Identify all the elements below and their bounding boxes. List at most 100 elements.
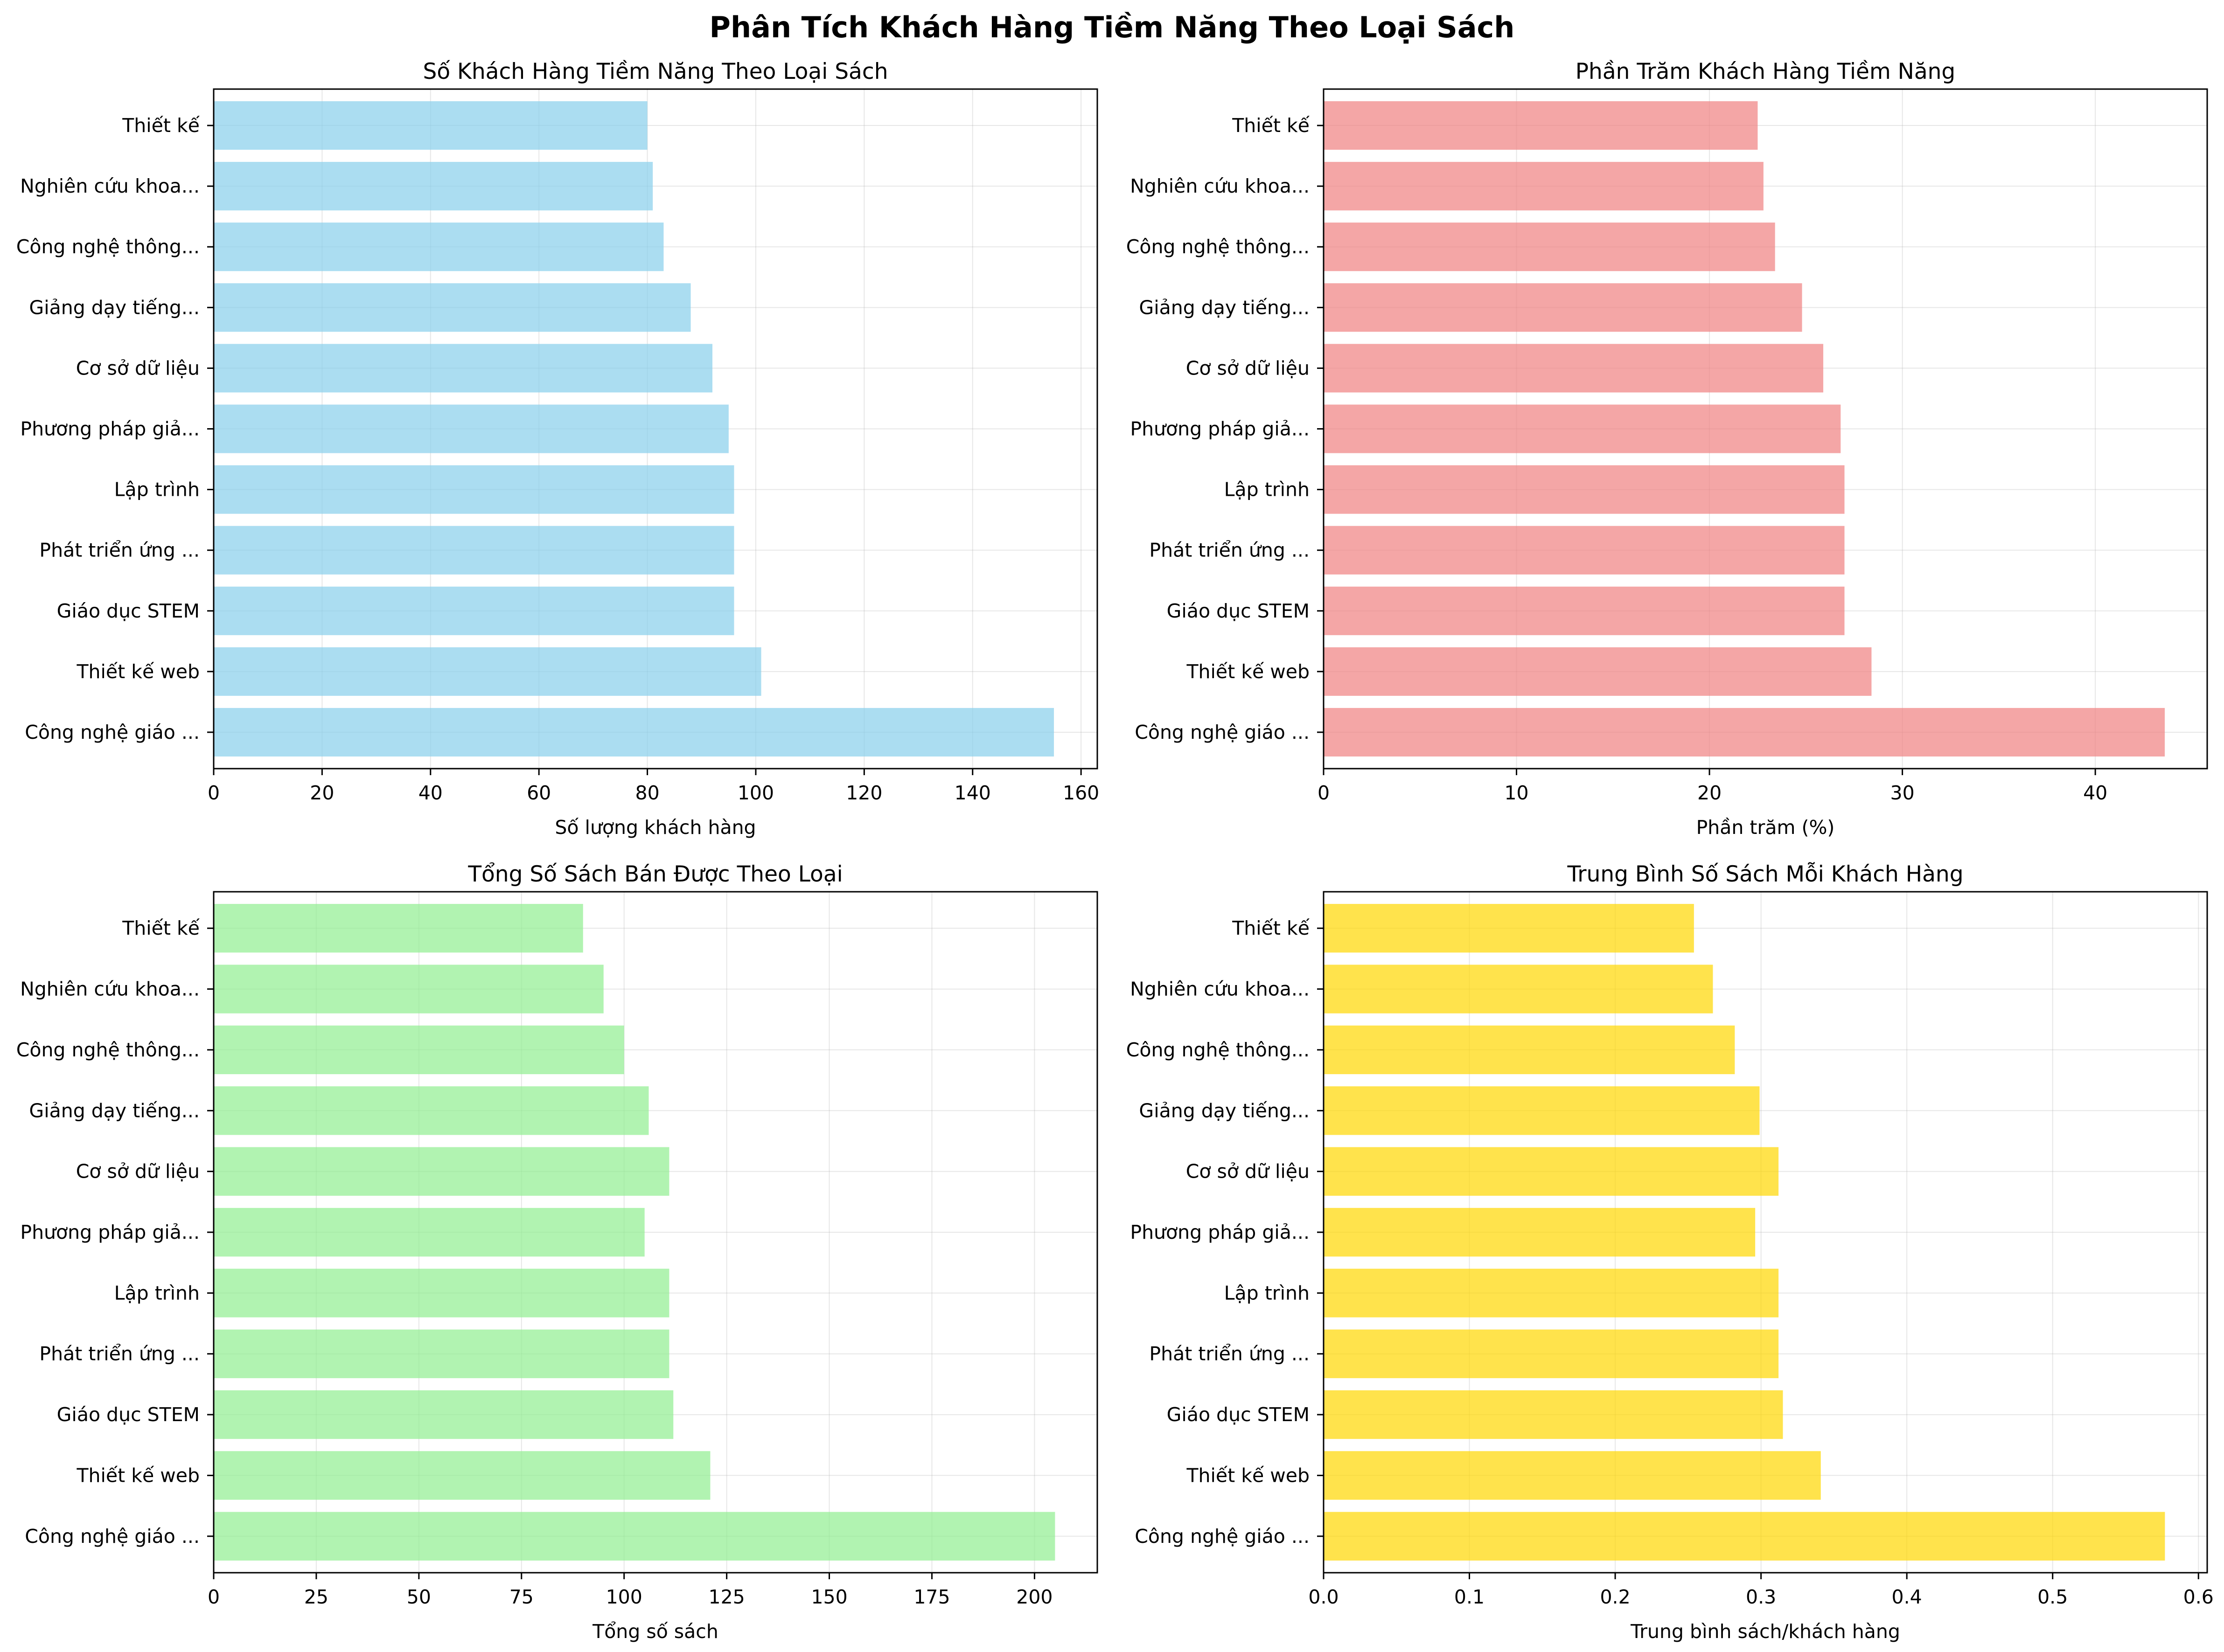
y-tick-label: Lập trình — [114, 1282, 200, 1304]
y-tick-label: Phát triển ứng ... — [1149, 539, 1310, 562]
x-tick-label: 150 — [811, 1586, 847, 1608]
y-tick-label: Phương pháp giả... — [20, 418, 200, 440]
y-tick-label: Phương pháp giả... — [20, 1221, 200, 1243]
bar-1 — [214, 1512, 1055, 1561]
y-tick-label: Thiết kế web — [1186, 660, 1310, 683]
x-axis-label: Phần trăm (%) — [1696, 816, 1835, 839]
y-tick-label: Lập trình — [1224, 479, 1310, 501]
x-tick-label: 0 — [208, 1586, 220, 1608]
x-tick-label: 120 — [846, 782, 882, 804]
subplot-4: 0.0 0.1 0.2 0.3 0.4 0.5 0.6 Công nghệ giáo ... T… — [1126, 861, 2214, 1643]
y-tick-label: Công nghệ giáo ... — [1135, 721, 1310, 743]
bar-11 — [214, 101, 648, 150]
x-tick-label: 30 — [1890, 782, 1915, 804]
y-tick-label: Phương pháp giả... — [1130, 1221, 1310, 1243]
x-axis-label: Trung bình sách/khách hàng — [1630, 1620, 1900, 1643]
y-tick-label: Giáo dục STEM — [57, 1403, 200, 1426]
y-tick-label: Giáo dục STEM — [1167, 600, 1310, 622]
bar-9 — [1324, 1025, 1735, 1075]
bar-5 — [1324, 1269, 1779, 1318]
bar-8 — [1324, 283, 1802, 332]
x-tick-label: 75 — [509, 1586, 534, 1608]
y-tick-label: Công nghệ thông... — [16, 236, 200, 258]
y-tick-label: Thiết kế web — [76, 1464, 200, 1486]
x-tick-label: 0.5 — [2037, 1586, 2068, 1608]
bar-9 — [214, 222, 664, 271]
y-tick-label: Cơ sở dữ liệu — [76, 1160, 200, 1183]
figure-title: Phân Tích Khách Hàng Tiềm Năng Theo Loại… — [709, 10, 1515, 44]
y-tick-label: Phát triển ứng ... — [1149, 1343, 1310, 1365]
bar-3 — [214, 1390, 674, 1439]
y-tick-label: Giảng dạy tiếng... — [29, 1099, 200, 1122]
bar-2 — [1324, 647, 1872, 696]
bar-5 — [214, 465, 734, 514]
bar-9 — [214, 1025, 624, 1075]
y-tick-label: Công nghệ thông... — [1126, 1039, 1310, 1061]
bar-11 — [1324, 101, 1758, 150]
bar-3 — [1324, 1390, 1783, 1439]
x-tick-label: 100 — [606, 1586, 642, 1608]
subplot-1: 0 20 40 60 80 100 120 140 160 Công nghệ giáo ... T… — [16, 59, 1100, 839]
x-tick-label: 0.6 — [2183, 1586, 2214, 1608]
bar-7 — [1324, 1147, 1779, 1196]
x-tick-label: 160 — [1063, 782, 1099, 804]
bar-10 — [1324, 162, 1764, 211]
bar-5 — [1324, 465, 1845, 514]
y-tick-label: Phát triển ứng ... — [39, 539, 200, 562]
bar-4 — [214, 1329, 669, 1378]
y-tick-label: Phương pháp giả... — [1130, 418, 1310, 440]
bar-9 — [1324, 222, 1775, 271]
x-tick-label: 0.4 — [1892, 1586, 1922, 1608]
x-tick-label: 25 — [304, 1586, 328, 1608]
y-tick-label: Thiết kế web — [1186, 1464, 1310, 1486]
y-tick-label: Lập trình — [114, 479, 200, 501]
bar-7 — [214, 1147, 669, 1196]
bar-4 — [214, 526, 734, 575]
x-tick-label: 80 — [635, 782, 659, 804]
bar-1 — [1324, 1512, 2165, 1561]
bar-10 — [1324, 965, 1713, 1013]
x-tick-label: 40 — [2083, 782, 2107, 804]
bar-5 — [214, 1269, 669, 1318]
bar-2 — [214, 647, 761, 696]
subplot-title: Trung Bình Số Sách Mỗi Khách Hàng — [1567, 861, 1963, 887]
y-tick-label: Giáo dục STEM — [1167, 1403, 1310, 1426]
bar-6 — [214, 404, 729, 453]
x-axis-label: Số lượng khách hàng — [555, 816, 756, 839]
x-tick-label: 20 — [1697, 782, 1722, 804]
x-tick-label: 125 — [708, 1586, 745, 1608]
bar-1 — [214, 708, 1054, 757]
bar-7 — [1324, 344, 1824, 393]
y-tick-label: Giáo dục STEM — [57, 600, 200, 622]
y-tick-label: Thiết kế web — [76, 660, 200, 683]
x-axis-label: Tổng số sách — [592, 1620, 718, 1643]
x-tick-label: 0 — [208, 782, 220, 804]
y-tick-label: Nghiên cứu khoa... — [1130, 175, 1310, 197]
y-tick-label: Giảng dạy tiếng... — [29, 296, 200, 319]
y-tick-label: Nghiên cứu khoa... — [20, 978, 200, 1000]
bar-6 — [1324, 404, 1841, 453]
y-tick-label: Công nghệ thông... — [1126, 236, 1310, 258]
bar-10 — [214, 965, 604, 1013]
bar-4 — [1324, 526, 1845, 575]
y-tick-label: Công nghệ giáo ... — [25, 721, 200, 743]
x-tick-label: 0.1 — [1454, 1586, 1485, 1608]
x-tick-label: 0.0 — [1308, 1586, 1339, 1608]
y-tick-label: Thiết kế — [1232, 114, 1310, 137]
subplot-3: 0 25 50 75 100 125 150 175 200 Công nghệ giáo ...… — [16, 861, 1098, 1643]
x-tick-label: 60 — [527, 782, 551, 804]
x-tick-label: 0.3 — [1746, 1586, 1776, 1608]
x-tick-label: 100 — [738, 782, 774, 804]
bar-8 — [1324, 1086, 1760, 1135]
bar-1 — [1324, 708, 2165, 757]
y-tick-label: Cơ sở dữ liệu — [76, 357, 200, 379]
subplot-title: Số Khách Hàng Tiềm Năng Theo Loại Sách — [423, 59, 888, 84]
y-tick-label: Thiết kế — [1232, 917, 1310, 939]
bar-7 — [214, 344, 713, 393]
y-tick-label: Công nghệ thông... — [16, 1039, 200, 1061]
x-tick-label: 140 — [955, 782, 991, 804]
y-tick-label: Thiết kế — [122, 114, 200, 137]
y-tick-label: Lập trình — [1224, 1282, 1310, 1304]
bar-6 — [214, 1208, 645, 1257]
